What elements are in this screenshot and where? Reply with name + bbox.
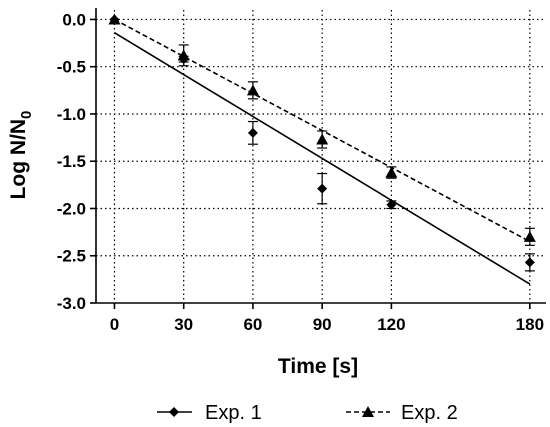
fit-line-exp1 — [114, 31, 531, 285]
data-point-exp1 — [524, 257, 535, 268]
data-point-exp2 — [108, 13, 121, 25]
y-axis-title-main: Log N/N — [7, 119, 30, 199]
data-point-exp1 — [247, 127, 258, 138]
y-tick-label: 0.0 — [62, 10, 86, 29]
x-tick-label: 0 — [110, 315, 119, 334]
legend-marker-exp2-triangle-icon — [362, 406, 374, 417]
data-point-exp2 — [246, 84, 259, 96]
data-point-exp2 — [385, 166, 398, 178]
x-tick-label: 90 — [313, 315, 332, 334]
y-tick-label: -3.0 — [57, 294, 86, 313]
y-axis-title-subscript: 0 — [18, 111, 35, 119]
legend-item-exp2: Exp. 2 — [346, 402, 458, 424]
x-axis-title: Time [s] — [278, 355, 358, 378]
x-tick-label: 60 — [243, 315, 262, 334]
data-point-exp1 — [386, 199, 397, 210]
data-point-exp1 — [317, 183, 328, 194]
grid-lines — [96, 10, 546, 303]
x-tick-label: 180 — [516, 315, 544, 334]
data-points — [108, 13, 536, 272]
y-tick-label: -1.5 — [57, 152, 86, 171]
legend-label-exp1: Exp. 1 — [205, 402, 262, 424]
y-tick-label: -1.0 — [57, 105, 86, 124]
data-point-exp2 — [523, 230, 536, 242]
y-axis-title: Log N/N0 — [7, 111, 35, 200]
y-tick-label: -2.0 — [57, 199, 86, 218]
data-point-exp2 — [177, 49, 190, 61]
legend-marker-exp1-diamond-icon — [169, 407, 179, 417]
data-point-exp2 — [316, 133, 329, 145]
legend: Exp. 1 Exp. 2 — [157, 402, 458, 424]
x-tick-label: 120 — [377, 315, 405, 334]
legend-label-exp2: Exp. 2 — [401, 402, 458, 424]
y-tick-label: -2.5 — [57, 247, 86, 266]
legend-item-exp1: Exp. 1 — [157, 402, 262, 424]
x-tick-label: 30 — [174, 315, 193, 334]
axes: 0.0 -0.5 -1.0 -1.5 -2.0 -2.5 -3.0 0 30 60 90 120 180 — [57, 8, 546, 334]
y-tick-label: -0.5 — [57, 58, 86, 77]
